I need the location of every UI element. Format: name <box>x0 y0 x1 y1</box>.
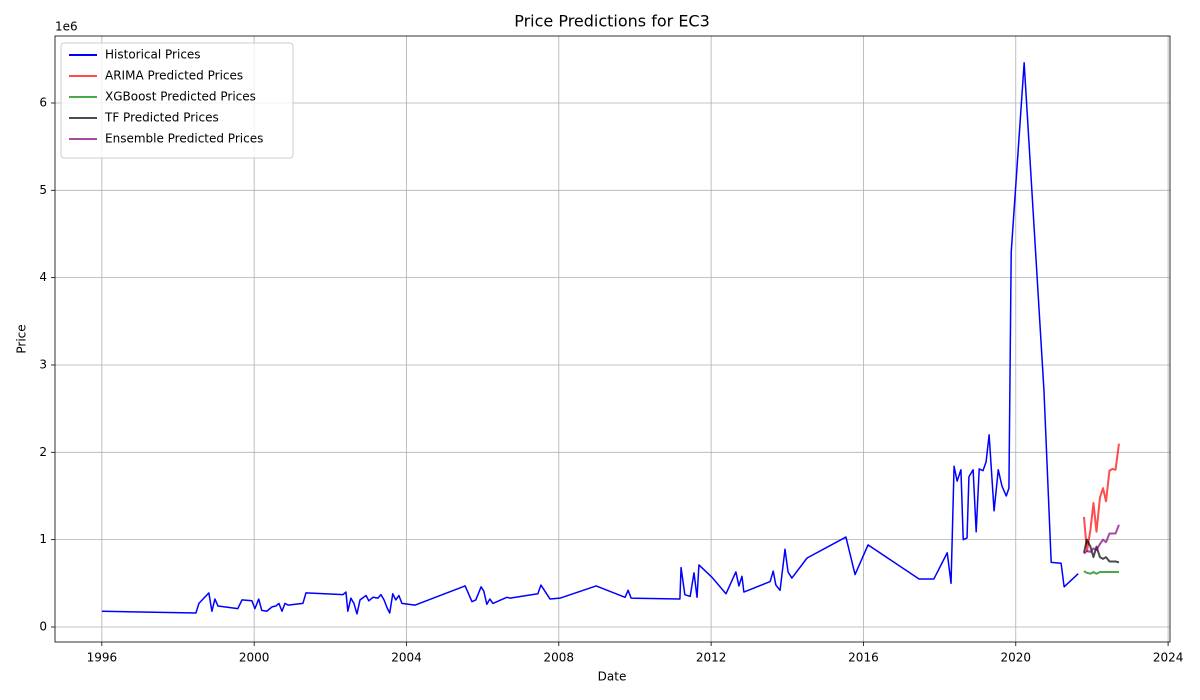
series-line <box>1082 443 1120 552</box>
legend-label: Ensemble Predicted Prices <box>105 132 263 146</box>
x-tick-label: 1996 <box>87 651 118 665</box>
legend-label: XGBoost Predicted Prices <box>105 90 256 104</box>
y-tick-label: 5 <box>39 183 47 197</box>
plot-frame <box>54 35 1171 643</box>
x-tick-label: 2012 <box>696 651 727 665</box>
legend-box <box>60 42 294 159</box>
series-line <box>101 62 1079 615</box>
y-tick-label: 3 <box>39 357 47 371</box>
series-line <box>1082 538 1120 564</box>
legend: Historical Prices ARIMA Predicted Prices X… <box>60 42 294 159</box>
x-tick-label: 2008 <box>544 651 575 665</box>
y-tick-label: 0 <box>39 619 47 633</box>
y-tick-label: 2 <box>39 445 47 459</box>
series-line <box>1083 524 1120 555</box>
legend-label: TF Predicted Prices <box>104 111 219 125</box>
x-tick-label: 2016 <box>848 651 879 665</box>
x-tick-label: 2020 <box>1001 651 1032 665</box>
chart-title: Price Predictions for EC3 <box>514 12 710 31</box>
y-tick-label: 6 <box>39 95 47 109</box>
x-tick-label: 2024 <box>1153 651 1184 665</box>
y-tick-label: 1 <box>39 532 47 546</box>
series-line <box>1083 570 1119 575</box>
x-axis-label: Date <box>598 670 627 684</box>
y-axis-label: Price <box>15 324 29 353</box>
x-tick-label: 2004 <box>391 651 422 665</box>
x-tick-label: 2000 <box>239 651 270 665</box>
y-offset-label: 1e6 <box>55 20 78 34</box>
y-tick-label: 4 <box>39 270 47 284</box>
legend-label: ARIMA Predicted Prices <box>105 69 243 83</box>
legend-label: Historical Prices <box>105 48 201 62</box>
